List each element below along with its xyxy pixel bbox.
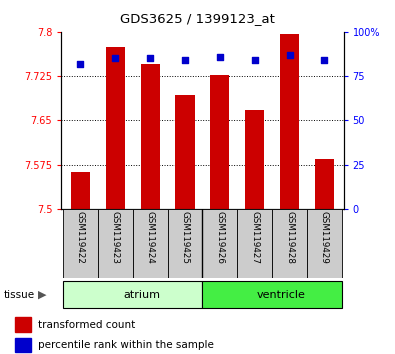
Bar (106, 47, 125, 209)
Bar (15, 338, 31, 352)
Text: GSM119422: GSM119422 (76, 211, 85, 264)
Bar (175, 95, 195, 209)
Bar (167, 209, 202, 278)
Bar (272, 209, 307, 278)
Point (182, 57, 188, 63)
Bar (245, 110, 264, 209)
Bar (210, 75, 229, 209)
Bar (71, 172, 90, 209)
Text: GSM119428: GSM119428 (285, 211, 294, 264)
Bar (202, 281, 342, 308)
Bar (237, 209, 272, 278)
Point (286, 52, 293, 58)
Bar (133, 209, 167, 278)
Text: atrium: atrium (123, 290, 160, 300)
Bar (307, 209, 342, 278)
Bar (15, 317, 31, 332)
Text: GSM119429: GSM119429 (320, 211, 329, 264)
Point (252, 57, 258, 63)
Text: GSM119427: GSM119427 (250, 211, 259, 264)
Point (77, 61, 84, 67)
Point (112, 56, 118, 61)
Point (217, 54, 223, 59)
Bar (141, 64, 160, 209)
Text: tissue: tissue (4, 290, 35, 300)
Point (321, 57, 327, 63)
Text: ventricle: ventricle (256, 290, 305, 300)
Text: GSM119424: GSM119424 (146, 211, 154, 264)
Text: GSM119426: GSM119426 (215, 211, 224, 264)
Text: GSM119423: GSM119423 (111, 211, 120, 264)
Text: GDS3625 / 1399123_at: GDS3625 / 1399123_at (120, 12, 275, 25)
Text: GSM119425: GSM119425 (181, 211, 190, 264)
Bar (63, 281, 202, 308)
Bar (63, 209, 98, 278)
Text: percentile rank within the sample: percentile rank within the sample (38, 340, 214, 350)
Point (147, 56, 153, 61)
Bar (315, 159, 334, 209)
Text: ▶: ▶ (38, 290, 46, 300)
Bar (98, 209, 133, 278)
Bar (202, 209, 237, 278)
Bar (280, 34, 299, 209)
Text: transformed count: transformed count (38, 320, 135, 330)
